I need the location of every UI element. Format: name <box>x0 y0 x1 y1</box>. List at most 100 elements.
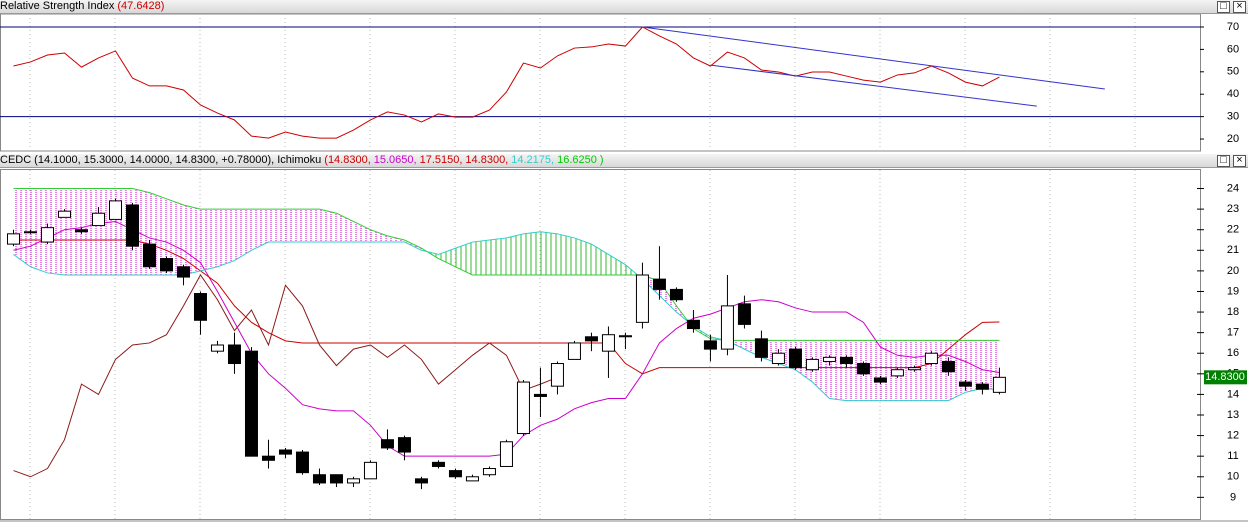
candle-body <box>295 451 309 474</box>
symbol: CEDC <box>0 154 32 166</box>
candle-body <box>601 334 615 352</box>
cloud-segment <box>387 235 405 243</box>
candle-body <box>737 303 751 325</box>
candle-body <box>839 356 853 365</box>
candle-body <box>482 468 496 476</box>
y-tick-label: 30 <box>1227 111 1239 123</box>
candle-body <box>533 393 547 397</box>
indicator-value: 14.8300, <box>465 154 509 166</box>
panel-frame <box>0 13 1201 152</box>
y-tick-label: 19 <box>1227 285 1239 297</box>
close-button[interactable]: × <box>1233 155 1246 167</box>
indicator-line <box>13 188 1000 341</box>
indicator-line <box>13 239 1000 375</box>
cloud-segment <box>914 340 932 401</box>
candle-body <box>941 360 955 373</box>
indicator-values: (14.8300, 15.0650, 17.5150, 14.8300, 14.2175… <box>324 154 606 166</box>
indicator-value: 14.2175, <box>511 154 555 166</box>
candle-body <box>278 449 292 455</box>
indicator-name: Ichimoku <box>277 154 322 166</box>
candle-body <box>108 200 122 220</box>
y-tick-label: 20 <box>1227 133 1239 145</box>
candle-body <box>720 305 734 350</box>
candle-body <box>40 227 54 243</box>
cloud-segment <box>863 340 881 401</box>
y-tick-label: 70 <box>1227 21 1239 33</box>
cloud-segment <box>353 221 371 243</box>
candle-body <box>958 381 972 387</box>
candle-body <box>686 319 700 330</box>
candle-body <box>873 377 887 383</box>
candle-body <box>193 293 207 321</box>
y-tick-label: 22 <box>1227 224 1239 236</box>
y-tick-label: 9 <box>1230 491 1236 503</box>
indicator-value: 17.5150, <box>419 154 463 166</box>
candle-body <box>516 381 530 435</box>
cloud-segment <box>557 233 575 275</box>
candle-body <box>57 210 71 218</box>
candle-body <box>227 344 241 365</box>
candle-body <box>210 344 224 352</box>
close-button[interactable]: × <box>1233 1 1246 13</box>
cloud-segment <box>251 209 269 251</box>
candle-body <box>567 342 581 360</box>
cloud-segment <box>13 188 31 267</box>
y-tick-label: 24 <box>1227 182 1239 194</box>
candle-body <box>992 376 1006 393</box>
candle-body <box>652 278 666 290</box>
candle-body <box>176 266 190 278</box>
trendline <box>710 64 1037 107</box>
y-tick-label: 23 <box>1227 203 1239 215</box>
cloud-segment <box>183 205 201 275</box>
candle-body <box>363 461 377 480</box>
cloud-segment <box>302 209 320 243</box>
cloud-segment <box>64 188 82 275</box>
maximize-button[interactable]: □ <box>1217 155 1230 167</box>
y-tick-label: 13 <box>1227 409 1239 421</box>
y-tick-label: 16 <box>1227 347 1239 359</box>
cloud-segment <box>81 188 99 275</box>
cloud-segment <box>591 244 609 275</box>
cloud-segment <box>217 209 235 267</box>
y-tick-label: 40 <box>1227 88 1239 100</box>
cloud-segment <box>540 231 558 275</box>
candle-body <box>771 352 785 365</box>
cloud-segment <box>47 188 65 275</box>
candle-body <box>74 229 88 233</box>
window-buttons: □ × <box>1214 0 1246 13</box>
candle-body <box>346 478 360 484</box>
candle-body <box>822 356 836 362</box>
trendline <box>642 26 1105 90</box>
candle-body <box>907 367 921 371</box>
y-tick-label: 14 <box>1227 388 1239 400</box>
cloud-segment <box>489 237 507 275</box>
candle-body <box>465 476 479 482</box>
indicator-value: (14.8300, <box>324 154 371 166</box>
indicator-value: 16.6250 ) <box>557 154 604 166</box>
price-header: CEDC (14.1000, 15.3000, 14.0000, 14.8300,… <box>0 154 1248 168</box>
candle-body <box>261 455 275 461</box>
candle-body <box>890 369 904 377</box>
cloud-segment <box>234 209 252 261</box>
panel-frame <box>0 169 1201 520</box>
candle-body <box>703 340 717 350</box>
candle-body <box>669 288 683 301</box>
candle-body <box>23 231 37 234</box>
indicator-value: 15.0650, <box>373 154 417 166</box>
y-tick-label: 10 <box>1227 471 1239 483</box>
cloud-segment <box>336 213 354 243</box>
candle-body <box>431 461 445 467</box>
candle-body <box>91 212 105 227</box>
y-tick-label: 21 <box>1227 244 1239 256</box>
candle-body <box>975 383 989 390</box>
cloud-segment <box>285 209 303 243</box>
maximize-button[interactable]: □ <box>1217 1 1230 13</box>
indicator-line <box>13 26 1000 139</box>
candle-body <box>142 243 156 268</box>
cloud-segment <box>319 209 337 243</box>
candle-body <box>924 352 938 365</box>
candle-body <box>125 204 139 247</box>
candle-body <box>380 439 394 449</box>
cloud-segment <box>455 242 473 275</box>
